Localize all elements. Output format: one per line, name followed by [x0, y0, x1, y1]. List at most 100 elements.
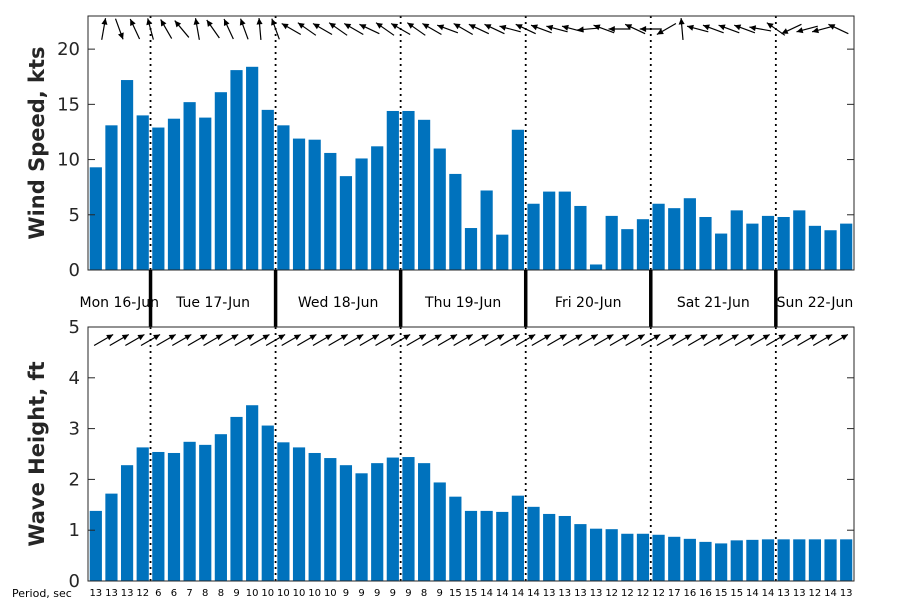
- wind-speed-direction-arrow-head: [312, 23, 320, 30]
- wind-speed-bar: [120, 80, 134, 270]
- wave-height-bar: [167, 452, 181, 581]
- period-label: 9: [233, 588, 239, 599]
- day-label: Mon 16-Jun: [80, 295, 160, 311]
- wave-height-direction-arrow-head: [309, 334, 317, 341]
- period-label: 13: [840, 588, 853, 599]
- wave-height-bar: [339, 465, 353, 581]
- period-label: 14: [762, 588, 775, 599]
- wind-speed-bar: [605, 215, 618, 270]
- wave-height-y-tick-label: 1: [69, 520, 80, 541]
- wind-speed-direction-arrow-head: [499, 24, 507, 31]
- wave-height-direction-arrow-head: [199, 334, 207, 341]
- period-label: 13: [590, 588, 603, 599]
- period-labels: 13 13 13 12 6 6 7 8 8 9 10 10 10 10 10 10 9 9 9 9 9 8 9 15 15 14 1…: [89, 588, 852, 599]
- wave-height-direction-arrow-head: [496, 334, 504, 341]
- period-label: 12: [652, 588, 665, 599]
- wave-height-direction-arrow-head: [215, 334, 223, 341]
- period-label: 14: [480, 588, 493, 599]
- wave-height-y-ticks: 0 1 2 3 4 5: [69, 317, 854, 592]
- wind-speed-bar: [574, 205, 587, 270]
- wave-height-bar: [355, 473, 368, 581]
- period-label: 13: [777, 588, 790, 599]
- period-label: 9: [343, 588, 349, 599]
- wind-speed-direction-arrow-head: [828, 24, 836, 30]
- wave-height-bar: [840, 539, 853, 581]
- period-label: 9: [437, 588, 443, 599]
- wave-height-bar: [308, 452, 321, 581]
- wave-height-bar: [246, 405, 259, 581]
- period-label: 12: [605, 588, 618, 599]
- day-label: Thu 19-Jun: [424, 295, 501, 311]
- wave-height-direction-arrow-head: [840, 334, 848, 341]
- wind-speed-bar: [418, 119, 431, 270]
- wind-speed-bar: [199, 117, 212, 270]
- wind-speed-direction-arrow-head: [206, 19, 213, 27]
- wave-height-direction-arrow-head: [684, 334, 692, 341]
- wave-height-bar: [464, 510, 478, 581]
- period-label: 13: [121, 588, 134, 599]
- wind-speed-bar: [683, 198, 696, 270]
- wind-speed-bar: [558, 191, 571, 270]
- wind-speed-bar: [292, 138, 306, 270]
- wind-speed-direction-arrow-head: [561, 24, 569, 31]
- period-label: 14: [746, 588, 759, 599]
- wind-speed-direction-arrow-head: [344, 23, 352, 30]
- wave-height-bar: [589, 528, 603, 581]
- period-label: 10: [324, 588, 337, 599]
- wave-height-direction-arrow-head: [590, 334, 598, 341]
- wind-speed-direction-arrow-head: [639, 25, 647, 33]
- wave-height-bar: [543, 513, 556, 581]
- wind-speed-direction-arrow-head: [577, 26, 584, 33]
- wave-height-direction-arrow-head: [450, 334, 458, 341]
- wind-speed-y-tick-label: 0: [69, 260, 80, 281]
- wind-speed-direction-arrow-head: [468, 24, 476, 30]
- period-label: 15: [730, 588, 743, 599]
- wind-speed-direction-arrow-head: [160, 19, 167, 27]
- wave-height-bar: [527, 506, 540, 581]
- wave-height-bar: [558, 515, 571, 581]
- wind-speed-bar: [339, 176, 353, 270]
- wind-speed-bar: [324, 152, 337, 270]
- wave-height-bar: [324, 458, 337, 581]
- wave-height-bar: [574, 524, 587, 581]
- wind-speed-direction-arrow-head: [531, 24, 538, 31]
- wind-speed-bar: [402, 110, 415, 270]
- period-label: 10: [277, 588, 290, 599]
- wind-speed-direction-arrow-head: [749, 25, 757, 32]
- wave-height-bar: [652, 534, 665, 581]
- wind-speed-direction-arrow-head: [453, 23, 461, 30]
- wave-height-direction-arrow-head: [465, 334, 473, 341]
- wind-speed-direction-arrow-head: [422, 23, 430, 30]
- wave-height-direction-arrow-head: [606, 334, 614, 341]
- period-label: 8: [218, 588, 224, 599]
- period-label: 12: [637, 588, 650, 599]
- wave-height-direction-arrow-head: [794, 334, 801, 341]
- wind-speed-direction-arrow-head: [687, 24, 694, 31]
- wave-height-chart: 0 1 2 3 4 5 Wave Height, ft: [25, 317, 855, 592]
- wave-height-direction-arrow-head: [137, 334, 145, 341]
- wind-speed-direction-arrow-head: [193, 18, 200, 25]
- period-label: 9: [374, 588, 380, 599]
- wind-speed-direction-arrow-head: [130, 19, 136, 27]
- wave-height-direction-arrow-head: [575, 334, 583, 341]
- wind-speed-bar: [277, 125, 290, 270]
- wave-height-y-tick-label: 0: [69, 571, 80, 592]
- wave-height-y-tick-label: 3: [69, 419, 80, 440]
- wind-direction-arrows: [101, 17, 849, 41]
- wave-height-bar: [808, 539, 822, 581]
- period-label: 13: [89, 588, 102, 599]
- wind-speed-bar: [308, 139, 321, 270]
- day-label: Tue 17-Jun: [175, 295, 250, 311]
- wind-speed-bar: [246, 66, 259, 270]
- wind-speed-direction-arrow-head: [329, 22, 337, 29]
- wave-height-bar: [105, 493, 118, 581]
- wave-height-direction-arrow-head: [106, 334, 114, 341]
- wave-height-bar: [511, 495, 524, 581]
- wave-height-bar: [777, 539, 790, 581]
- wave-height-direction-arrow-head: [371, 334, 379, 341]
- period-label: 12: [136, 588, 149, 599]
- wave-height-y-tick-label: 5: [69, 317, 80, 338]
- period-row-title: Period, sec: [12, 587, 72, 600]
- period-label: 16: [683, 588, 696, 599]
